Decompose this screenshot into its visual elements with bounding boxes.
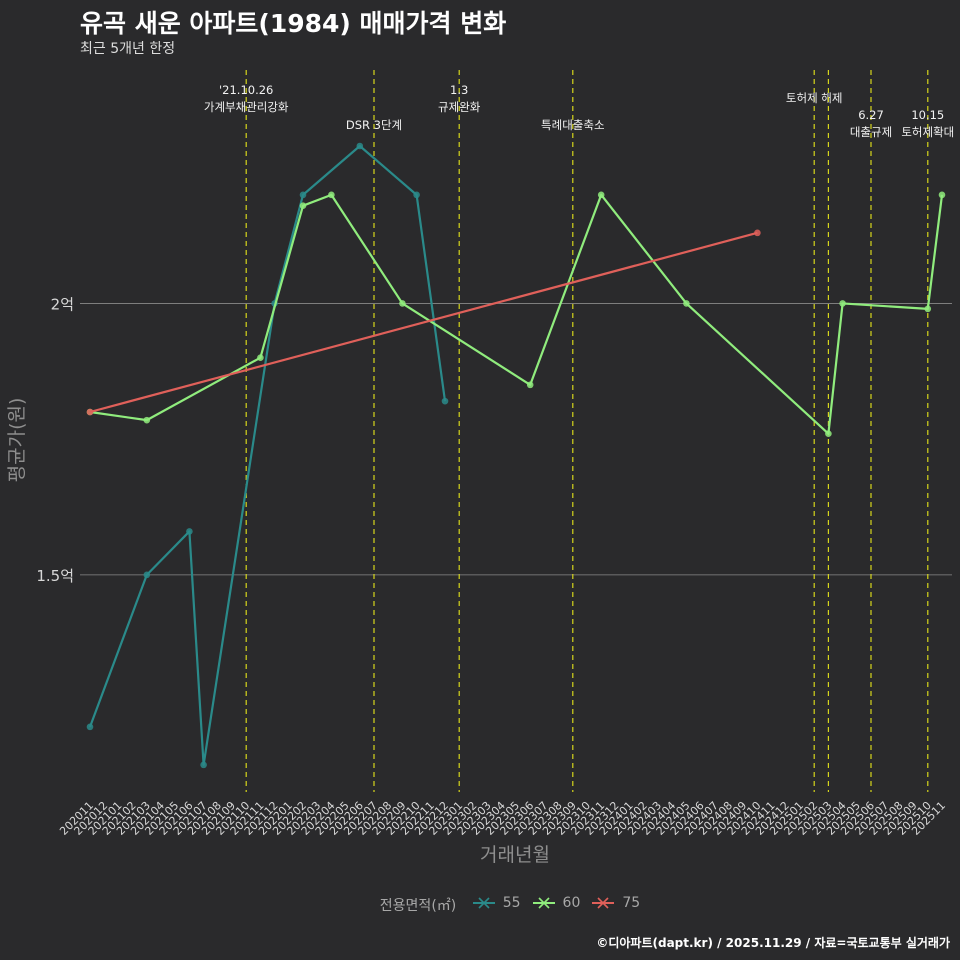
event-label: 대출규제: [850, 125, 892, 139]
event-label: 가계부채관리강화: [204, 100, 289, 114]
data-point: [825, 430, 832, 438]
legend-item: 55: [471, 895, 521, 911]
data-point: [86, 408, 94, 416]
legend-item: 60: [531, 895, 581, 911]
data-point: [86, 723, 94, 731]
event-label: 1.3: [450, 83, 468, 97]
event-label: 규제완화: [438, 100, 481, 114]
series-55: [86, 142, 449, 769]
data-point: [200, 761, 207, 769]
data-point: [143, 416, 151, 424]
data-point: [399, 300, 406, 307]
legend-title: 전용면적(㎡): [379, 898, 457, 914]
y-axis-label: 평균가(원): [6, 398, 28, 483]
data-point: [683, 300, 690, 307]
source-caption: ©디아파트(dapt.kr) / 2025.11.29 / 자료=국토교통부 실…: [596, 936, 950, 950]
event-label: 특례대출축소: [541, 118, 604, 132]
chart-subtitle: 최근 5개년 한정: [80, 41, 176, 57]
event-label: 토허제 해제: [786, 91, 843, 105]
legend: 전용면적(㎡) 55 60 75: [0, 895, 960, 915]
event-label: DSR 3단계: [346, 118, 402, 132]
gridlines: [80, 303, 952, 576]
data-point: [839, 300, 846, 307]
data-point: [257, 354, 264, 362]
data-point: [413, 191, 420, 199]
legend-key: [532, 897, 555, 909]
x-axis-ticks: 2020112020122021012021022021032021042021…: [57, 799, 948, 838]
data-point: [328, 191, 335, 199]
event-label: 10.15: [911, 108, 944, 122]
series-75: [86, 229, 761, 416]
data-point: [938, 191, 946, 199]
series-line: [88, 144, 447, 766]
data-point: [356, 142, 364, 150]
data-point: [754, 229, 761, 237]
legend-label: 55: [502, 895, 521, 911]
legend-label: 75: [622, 895, 641, 911]
event-label: 6.27: [858, 108, 884, 122]
series-line: [89, 231, 758, 414]
y-axis-ticks: 1.5억 2억: [36, 295, 74, 584]
event-label: 토허제확대: [901, 125, 954, 139]
x-axis-label: 거래년월: [480, 844, 550, 866]
event-label: '21.10.26: [219, 83, 273, 97]
data-point: [143, 571, 151, 579]
data-series: [86, 142, 946, 769]
legend-item: 75: [590, 895, 640, 911]
data-point: [186, 528, 193, 535]
y-tick-label: 2억: [51, 295, 74, 313]
data-point: [299, 191, 307, 199]
series-60: [86, 191, 946, 438]
legend-key: [472, 897, 495, 909]
data-point: [597, 191, 605, 199]
data-point: [299, 202, 307, 210]
y-tick-label: 1.5억: [36, 567, 74, 585]
data-point: [526, 381, 534, 389]
legend-key: [592, 897, 615, 909]
chart-title: 유곡 새운 아파트(1984) 매매가격 변화: [80, 9, 507, 38]
data-point: [924, 305, 932, 313]
data-point: [441, 397, 449, 405]
legend-label: 60: [562, 895, 581, 911]
